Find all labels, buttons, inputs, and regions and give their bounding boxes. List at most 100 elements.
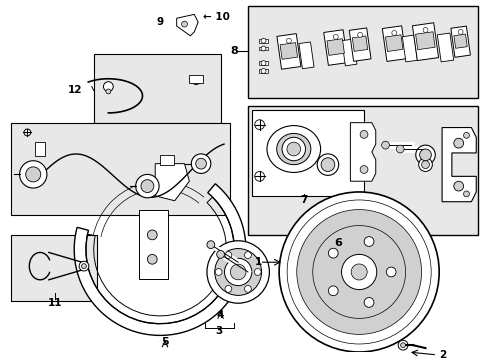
- Ellipse shape: [317, 154, 338, 175]
- Bar: [411, 23, 438, 60]
- Text: ← 10: ← 10: [203, 12, 229, 22]
- Text: 6: 6: [333, 238, 341, 248]
- Text: 11: 11: [47, 298, 62, 308]
- Polygon shape: [350, 123, 375, 181]
- Circle shape: [106, 89, 111, 94]
- Circle shape: [386, 267, 395, 277]
- Text: 1: 1: [254, 257, 261, 267]
- Circle shape: [254, 269, 261, 275]
- Circle shape: [286, 38, 291, 43]
- Circle shape: [195, 158, 206, 169]
- Bar: [453, 34, 467, 48]
- Circle shape: [422, 27, 427, 32]
- Bar: [247, 106, 477, 235]
- Text: 7: 7: [299, 195, 306, 205]
- Circle shape: [79, 261, 89, 271]
- Bar: [382, 26, 406, 62]
- Circle shape: [359, 130, 367, 138]
- Bar: [94, 54, 220, 123]
- Circle shape: [206, 241, 269, 303]
- Circle shape: [397, 340, 407, 350]
- Circle shape: [191, 154, 210, 174]
- Circle shape: [192, 77, 200, 85]
- Circle shape: [463, 191, 468, 197]
- Polygon shape: [176, 14, 198, 36]
- Bar: [436, 33, 453, 62]
- Bar: [402, 35, 417, 62]
- Circle shape: [261, 68, 265, 73]
- Circle shape: [328, 248, 338, 258]
- Circle shape: [395, 145, 403, 153]
- Circle shape: [421, 161, 428, 168]
- Bar: [450, 26, 469, 57]
- Circle shape: [181, 21, 187, 27]
- Bar: [385, 35, 402, 51]
- Bar: [415, 32, 434, 50]
- Bar: [298, 42, 313, 69]
- Circle shape: [224, 285, 231, 292]
- Bar: [35, 142, 45, 156]
- Circle shape: [357, 32, 362, 37]
- Circle shape: [147, 230, 157, 240]
- Circle shape: [282, 137, 305, 161]
- Circle shape: [244, 252, 251, 258]
- Bar: [326, 39, 344, 55]
- Circle shape: [400, 343, 405, 348]
- Polygon shape: [258, 69, 268, 73]
- Circle shape: [244, 285, 251, 292]
- Bar: [348, 28, 370, 61]
- Polygon shape: [258, 46, 268, 50]
- Polygon shape: [258, 39, 268, 42]
- Ellipse shape: [276, 134, 310, 165]
- Bar: [351, 36, 367, 51]
- Circle shape: [26, 167, 41, 182]
- Circle shape: [391, 31, 396, 35]
- Circle shape: [381, 141, 388, 149]
- Bar: [189, 75, 203, 83]
- Bar: [280, 42, 297, 59]
- Wedge shape: [74, 184, 245, 336]
- Circle shape: [24, 129, 31, 136]
- Text: 3: 3: [215, 325, 222, 336]
- Circle shape: [364, 297, 373, 307]
- Circle shape: [463, 132, 468, 138]
- Text: 5: 5: [161, 337, 168, 347]
- Circle shape: [364, 237, 373, 246]
- Text: 8: 8: [230, 46, 238, 57]
- Circle shape: [333, 34, 338, 39]
- Bar: [247, 5, 477, 98]
- Circle shape: [286, 142, 300, 156]
- Bar: [11, 235, 97, 301]
- Circle shape: [419, 149, 430, 161]
- Circle shape: [147, 255, 157, 264]
- Polygon shape: [138, 211, 167, 279]
- Circle shape: [453, 181, 463, 191]
- Bar: [160, 155, 173, 165]
- Polygon shape: [258, 61, 268, 65]
- Circle shape: [216, 251, 224, 258]
- Circle shape: [135, 174, 159, 198]
- Bar: [276, 33, 300, 69]
- Polygon shape: [441, 127, 475, 202]
- Circle shape: [215, 269, 222, 275]
- Circle shape: [453, 138, 463, 148]
- Circle shape: [341, 255, 376, 289]
- Circle shape: [457, 30, 462, 34]
- Circle shape: [350, 264, 366, 280]
- Circle shape: [415, 145, 434, 165]
- Circle shape: [328, 286, 338, 296]
- Circle shape: [214, 248, 261, 296]
- Circle shape: [418, 158, 431, 171]
- Ellipse shape: [266, 126, 320, 172]
- Circle shape: [224, 252, 231, 258]
- Text: 9: 9: [157, 17, 163, 27]
- Circle shape: [81, 264, 86, 269]
- Text: 4: 4: [217, 310, 224, 320]
- Bar: [11, 123, 230, 215]
- Circle shape: [279, 192, 438, 352]
- Polygon shape: [155, 164, 189, 201]
- Bar: [341, 39, 356, 66]
- Circle shape: [296, 210, 421, 334]
- Circle shape: [141, 180, 154, 193]
- Text: 12: 12: [67, 85, 82, 95]
